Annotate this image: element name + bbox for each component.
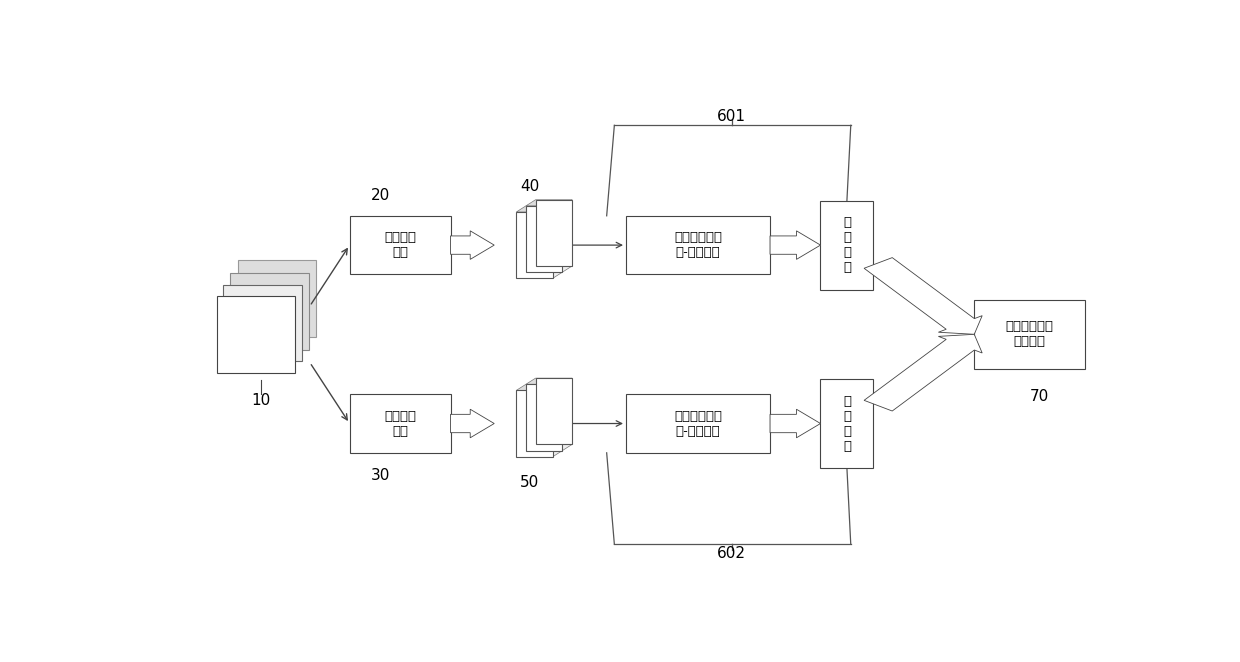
Polygon shape [553, 206, 563, 278]
Polygon shape [563, 200, 572, 272]
Polygon shape [450, 231, 495, 260]
Bar [229, 273, 309, 350]
Polygon shape [864, 258, 982, 334]
Polygon shape [864, 334, 982, 411]
Text: 视频序列
抽帧: 视频序列 抽帧 [384, 231, 417, 259]
Bar [526, 384, 563, 451]
Polygon shape [553, 384, 563, 457]
Polygon shape [516, 206, 563, 212]
Bar [975, 300, 1085, 369]
Bar [821, 201, 873, 290]
Polygon shape [526, 200, 572, 206]
Bar [626, 394, 770, 453]
Polygon shape [770, 409, 821, 438]
Bar [223, 285, 303, 361]
Polygon shape [516, 384, 563, 391]
Text: 50: 50 [520, 475, 539, 490]
Polygon shape [563, 378, 572, 451]
Bar [238, 260, 316, 337]
Bar [516, 212, 553, 278]
Text: 30: 30 [371, 468, 391, 483]
Text: 全
连
接
层: 全 连 接 层 [843, 395, 851, 453]
Text: 10: 10 [250, 393, 270, 408]
Bar [821, 379, 873, 468]
Bar [217, 296, 295, 373]
Text: 40: 40 [520, 179, 539, 194]
Text: 音频序列
抽帧: 音频序列 抽帧 [384, 410, 417, 438]
Polygon shape [526, 378, 572, 384]
Bar [626, 216, 770, 275]
Text: 全
连
接
层: 全 连 接 层 [843, 216, 851, 274]
Bar [536, 378, 572, 444]
Polygon shape [450, 409, 495, 438]
Polygon shape [770, 231, 821, 260]
Text: 长短期记忆网
络-正则化层: 长短期记忆网 络-正则化层 [675, 231, 722, 259]
Text: 602: 602 [717, 546, 746, 561]
Bar [516, 391, 553, 457]
Bar [526, 206, 563, 272]
Bar [536, 200, 572, 266]
Text: 601: 601 [717, 109, 746, 124]
Text: 长短期记忆网
络-正则化层: 长短期记忆网 络-正则化层 [675, 410, 722, 438]
Bar [350, 394, 450, 453]
Text: 20: 20 [371, 188, 391, 203]
Text: 70: 70 [1029, 389, 1049, 404]
Text: 音视频特征决
策层融合: 音视频特征决 策层融合 [1006, 320, 1054, 348]
Bar [350, 216, 450, 275]
